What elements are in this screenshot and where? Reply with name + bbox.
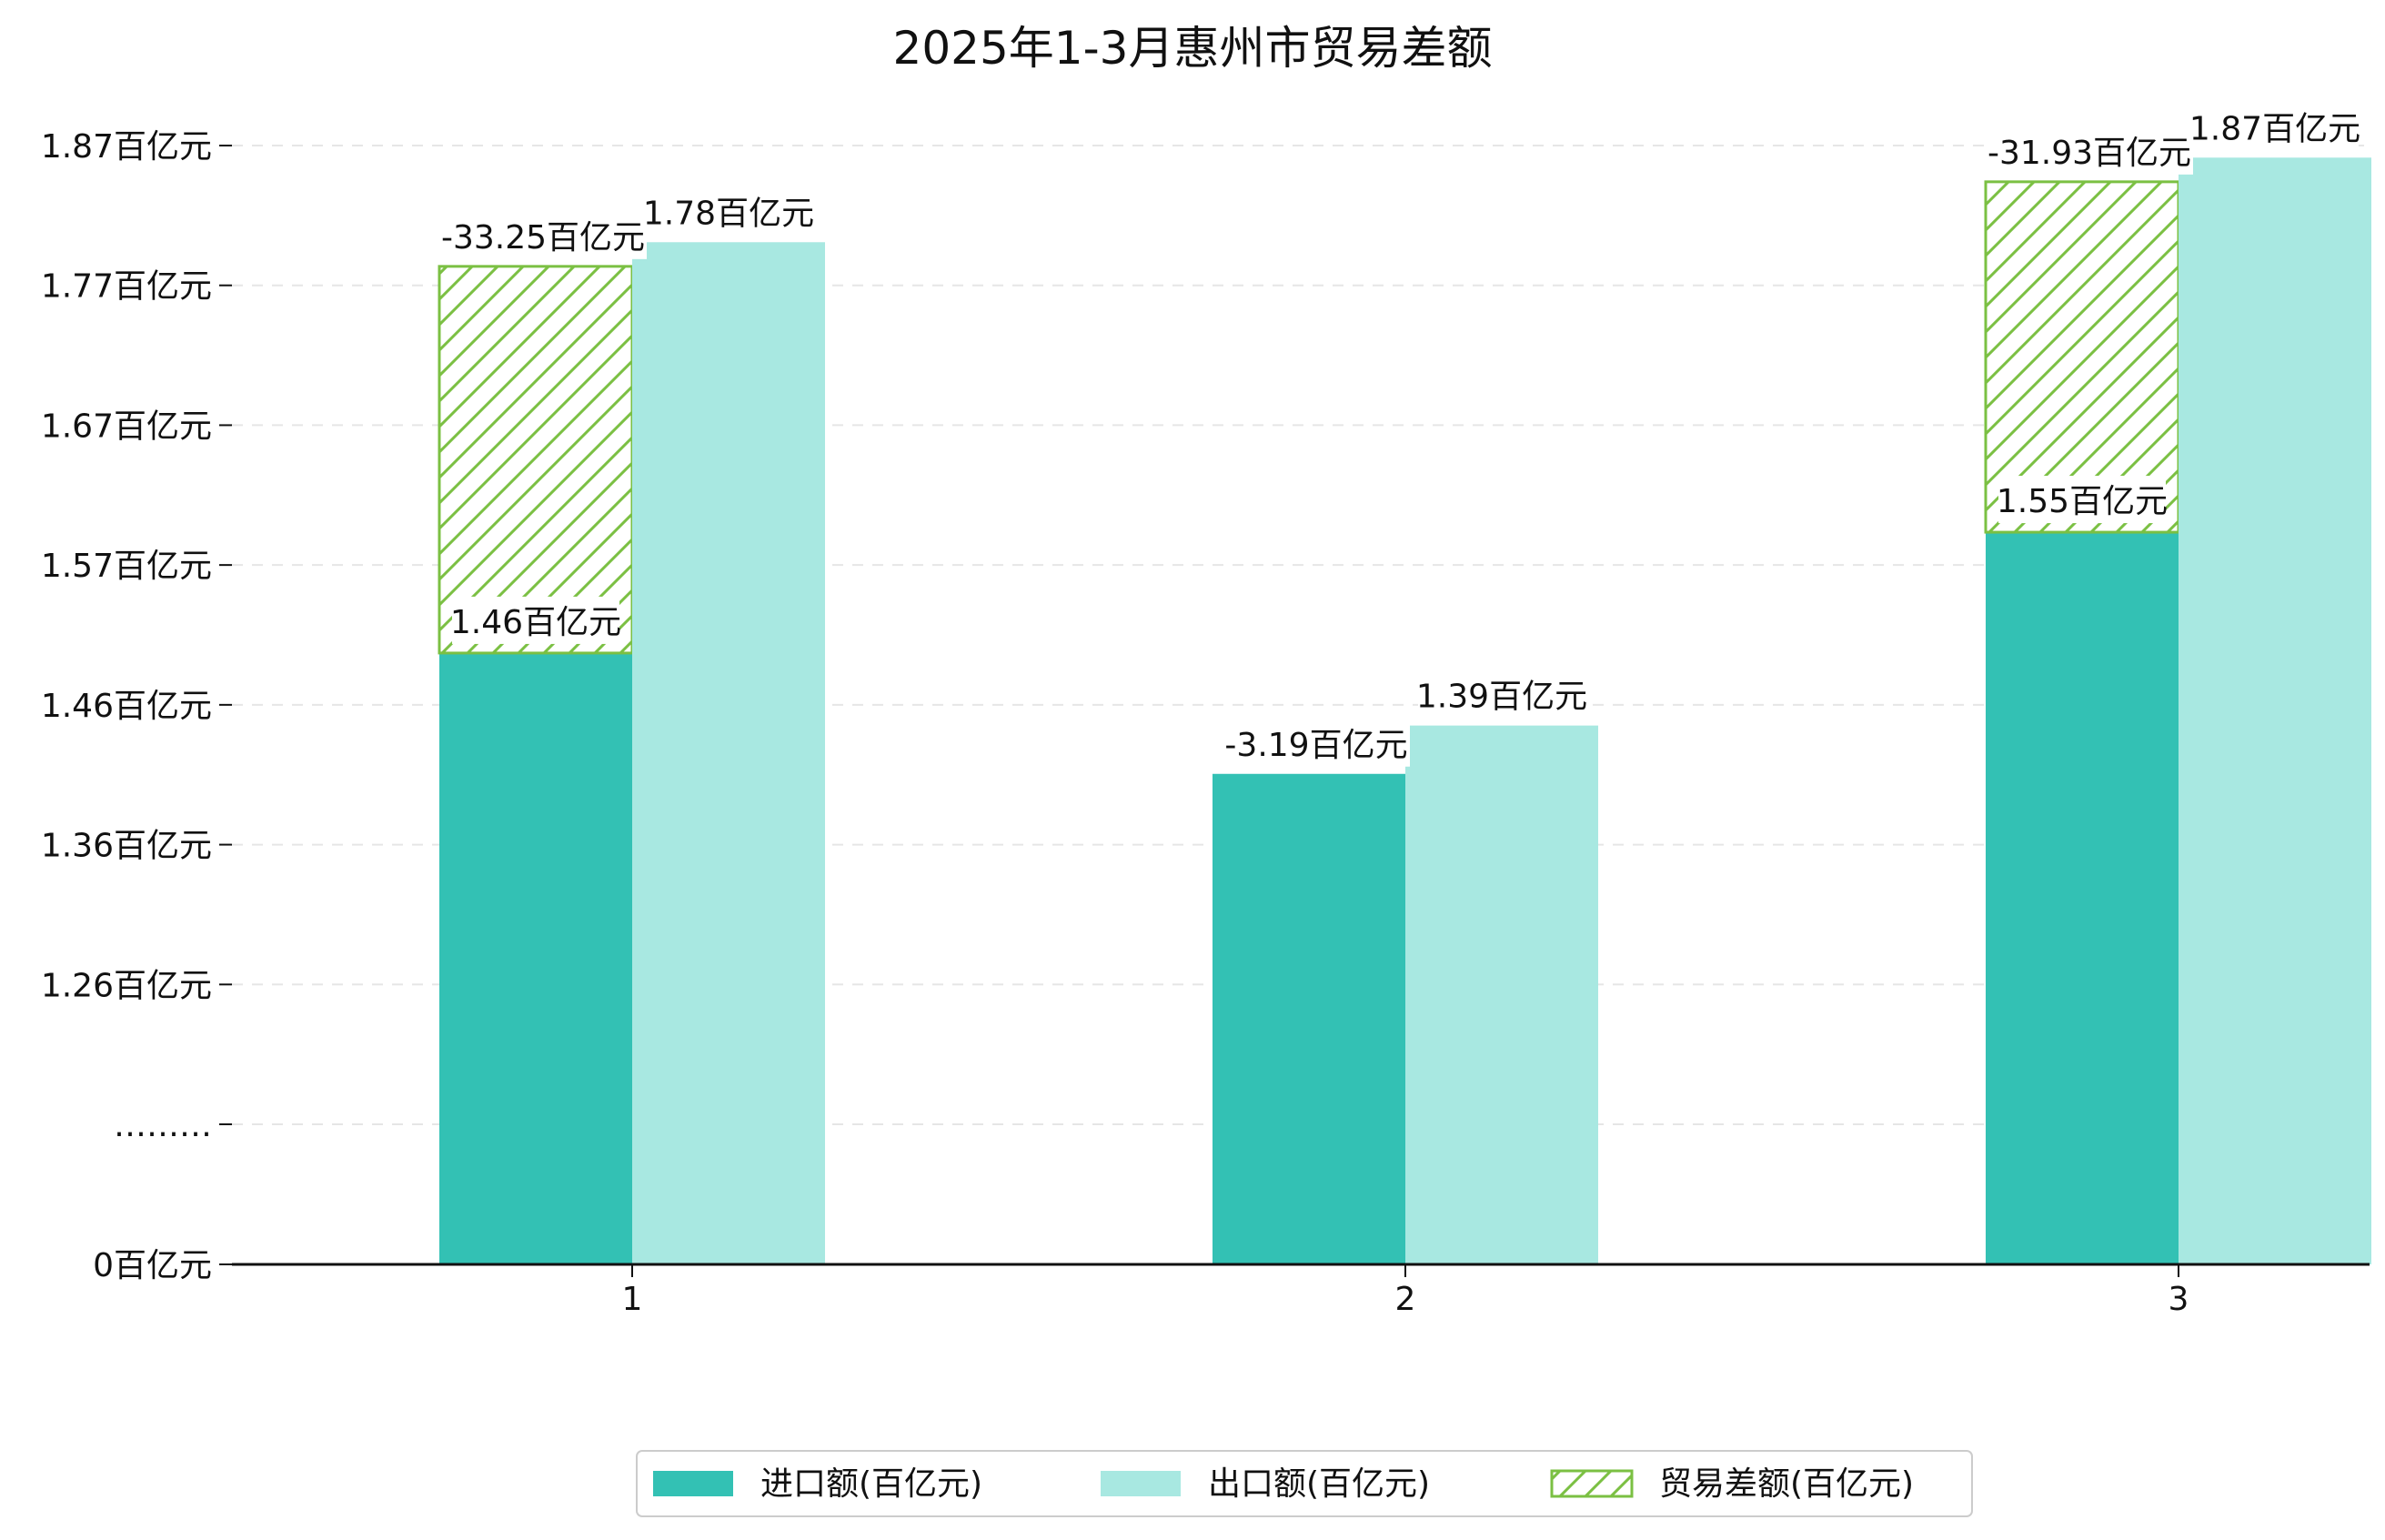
y-tick-label: 1.67百亿元 [41,408,212,445]
legend-label: 出口额(百亿元) [1208,1465,1430,1503]
x-tick-label: 1 [622,1281,643,1318]
balance-label: -31.93百亿元 [1988,135,2191,172]
legend-swatch [653,1471,733,1496]
y-tick-label: 0百亿元 [93,1247,212,1284]
y-tick-label: 1.87百亿元 [41,128,212,166]
y-tick-label: 1.77百亿元 [41,268,212,306]
legend: 进口额(百亿元) 出口额(百亿元) 贸易差额(百亿元) [636,1450,1973,1517]
import-label: 1.55百亿元 [1997,483,2168,520]
y-tick-label: ……… [114,1107,212,1144]
export-label-bg [645,187,812,236]
chart-title: 2025年1-3月惠州市贸易差额 [893,22,1493,75]
balance-hatch-bar [1984,180,2180,534]
export-label-bg [2191,103,2359,151]
export-label: 1.78百亿元 [643,195,814,232]
export-label: 1.39百亿元 [1416,679,1587,716]
import-bar [1213,773,1405,1264]
export-bar [632,242,825,1264]
bars-layer [438,157,2371,1265]
legend-swatch [1550,1469,1634,1498]
legend-label: 贸易差额(百亿元) [1659,1465,1914,1503]
import-bar [439,652,632,1264]
balance-label-bg [1223,719,1410,767]
x-tick-label: 3 [2169,1281,2189,1318]
balance-label: -33.25百亿元 [441,219,645,257]
export-bar [1405,725,1598,1264]
axes-layer: 0百亿元 ……… 1.26百亿元 1.36百亿元 1.46百亿元 1.57百亿元 1.67百… [41,128,2370,1318]
balance-label: -3.19百亿元 [1224,727,1407,764]
balance-hatch-bar [438,265,634,655]
y-tick-label: 1.46百亿元 [41,688,212,725]
legend-label: 进口额(百亿元) [760,1465,982,1503]
data-labels-layer: 1.46百亿元1.78百亿元-33.25百亿元1.35百亿元1.39百亿元-3.… [439,103,2360,767]
y-tick-label: 1.57百亿元 [41,548,212,585]
legend-frame [636,1450,1973,1517]
import-label: 1.46百亿元 [450,604,621,641]
balance-label-bg [1986,126,2193,175]
import-label-bg [1998,476,2166,524]
x-tick-label: 2 [1395,1281,1416,1318]
y-tick-label: 1.36百亿元 [41,828,212,865]
y-tick-label: 1.26百亿元 [41,967,212,1004]
import-bar [1986,532,2179,1264]
legend-swatch [1101,1471,1181,1496]
balance-label-bg [439,211,647,259]
export-label: 1.87百亿元 [2189,110,2360,147]
export-bar [2179,157,2371,1265]
export-label-bg [1418,670,1585,719]
import-label-bg [452,596,619,644]
